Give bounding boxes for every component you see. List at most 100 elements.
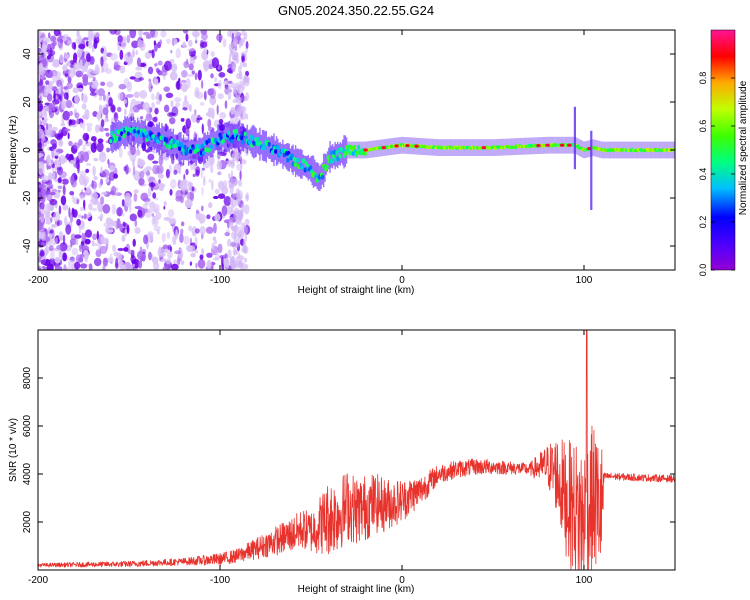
spectrum-noise-cell: [203, 175, 206, 187]
spectrum-noise-cell: [38, 72, 41, 83]
spectrum-ridge-halo: [122, 119, 125, 147]
spectrum-ridge-cell: [321, 174, 325, 180]
spectrum-noise-cell: [121, 234, 126, 242]
spectrum-noise-cell: [47, 49, 56, 57]
spectrum-noise-cell: [217, 193, 226, 199]
spectrum-noise-cell: [220, 256, 224, 268]
spectrum-noise-cell: [91, 207, 98, 212]
spectrum-noise-cell: [132, 238, 136, 247]
spectrum-noise-cell: [206, 214, 211, 220]
spectrum-noise-cell: [106, 147, 111, 153]
spectrum-noise-cell: [208, 202, 213, 209]
spectrum-noise-cell: [244, 96, 248, 102]
spectrum-noise-cell: [46, 155, 51, 166]
spectrum-ridge-halo: [145, 125, 148, 146]
spectrum-noise-cell: [153, 225, 161, 232]
spectrum-noise-cell: [158, 178, 161, 185]
spectrum-noise-cell: [54, 256, 61, 264]
spectrum-noise-cell: [41, 210, 48, 215]
spectrum-noise-cell: [173, 97, 182, 103]
spectrum-noise-cell: [189, 261, 193, 266]
spectrum-ridge-cell: [214, 137, 218, 143]
spectrum-noise-cell: [180, 228, 184, 235]
spectrum-ridge-cell: [120, 131, 124, 136]
spectrum-noise-cell: [224, 232, 231, 237]
spectrum-ridge-halo: [339, 141, 341, 166]
spectrum-noise-cell: [203, 90, 207, 101]
spectrum-ridge-cell: [276, 145, 280, 151]
spectrum-noise-cell: [53, 211, 61, 223]
spectrum-noise-cell: [214, 251, 220, 261]
spectrum-noise-cell: [238, 155, 242, 161]
spectrum-ridge-cell: [309, 165, 313, 171]
spectrum-noise-cell: [132, 165, 136, 176]
spectrum-noise-cell: [154, 78, 159, 86]
spectrum-noise-cell: [212, 236, 217, 241]
spectrum-noise-cell: [217, 79, 222, 90]
spectrum-noise-cell: [151, 102, 155, 109]
spectrum-noise-cell: [233, 232, 238, 239]
spectrum-noise-cell: [116, 207, 123, 217]
spectrum-noise-cell: [214, 76, 218, 83]
spectrum-noise-cell: [148, 251, 152, 261]
spectrum-noise-cell: [94, 124, 100, 133]
spectrum-noise-cell: [40, 213, 45, 223]
spectrum-noise-cell: [228, 53, 232, 62]
spectrum-noise-cell: [60, 122, 66, 127]
spectrum-noise-cell: [111, 185, 117, 196]
spectrum-noise-cell: [159, 182, 162, 187]
spectrum-noise-cell: [216, 33, 223, 42]
spectrum-noise-cell: [100, 178, 104, 186]
spectrum-peak-cell: [363, 148, 368, 152]
spectrum-noise-cell: [201, 123, 204, 135]
spectrum-noise-cell: [123, 99, 128, 104]
spectrum-noise-cell: [163, 86, 170, 92]
top-x-axis-ticks: -200 -100 0 100: [28, 30, 593, 286]
spectrum-noise-cell: [115, 257, 119, 269]
spectrum-noise-cell: [208, 107, 215, 115]
spectrum-noise-cell: [122, 212, 125, 217]
spectrum-noise-cell: [188, 63, 194, 71]
spectrum-noise-cell: [229, 255, 236, 264]
spectrum-noise-cell: [189, 190, 195, 202]
spectrum-noise-cell: [227, 80, 233, 84]
spectrum-ridge-halo: [222, 127, 224, 148]
spectrum-noise-cell: [148, 81, 153, 93]
spectrum-noise-cell: [128, 108, 135, 118]
spectrum-noise-cell: [241, 30, 246, 36]
spectrum-ridge-cell: [126, 130, 130, 136]
spectrum-noise-cell: [194, 249, 199, 254]
spectrum-ridge-cell: [221, 138, 225, 144]
spectrum-noise-cell: [245, 192, 249, 202]
spectrum-noise-cell: [191, 225, 197, 237]
spectrum-ridge-cell: [256, 136, 260, 142]
spectrum-ridge-cell: [243, 131, 247, 137]
spectrum-noise-cell: [74, 234, 82, 239]
spectrum-noise-cell: [147, 66, 154, 75]
spectrum-noise-cell: [67, 259, 75, 267]
spectrum-noise-cell: [148, 78, 152, 83]
spectrum-noise-cell: [126, 34, 131, 44]
spectrum-noise-cell: [210, 164, 214, 174]
spectrum-noise-cell: [180, 260, 185, 265]
spectrum-noise-cell: [137, 250, 144, 260]
spectrum-noise-cell: [63, 86, 69, 90]
spectrum-noise-cell: [38, 183, 47, 189]
spectrum-noise-cell: [61, 250, 64, 255]
spectrum-noise-cell: [237, 179, 243, 187]
spectrum-noise-cell: [76, 218, 81, 226]
spectrum-noise-cell: [160, 30, 167, 38]
spectrum-noise-cell: [109, 30, 117, 35]
spectrum-noise-cell: [65, 153, 71, 160]
spectrum-noise-cell: [64, 215, 68, 227]
spectrum-noise-cell: [60, 195, 67, 206]
spectrum-noise-cell: [89, 56, 95, 65]
spectrum-noise-cell: [228, 216, 235, 225]
spectrum-ridge-cell: [202, 150, 206, 156]
spectrum-noise-cell: [100, 235, 105, 245]
spectrum-ridge-cell: [258, 140, 263, 146]
spectrum-noise-cell: [245, 264, 249, 270]
spectrum-noise-cell: [64, 58, 68, 62]
spectrum-noise-cell: [219, 112, 227, 119]
